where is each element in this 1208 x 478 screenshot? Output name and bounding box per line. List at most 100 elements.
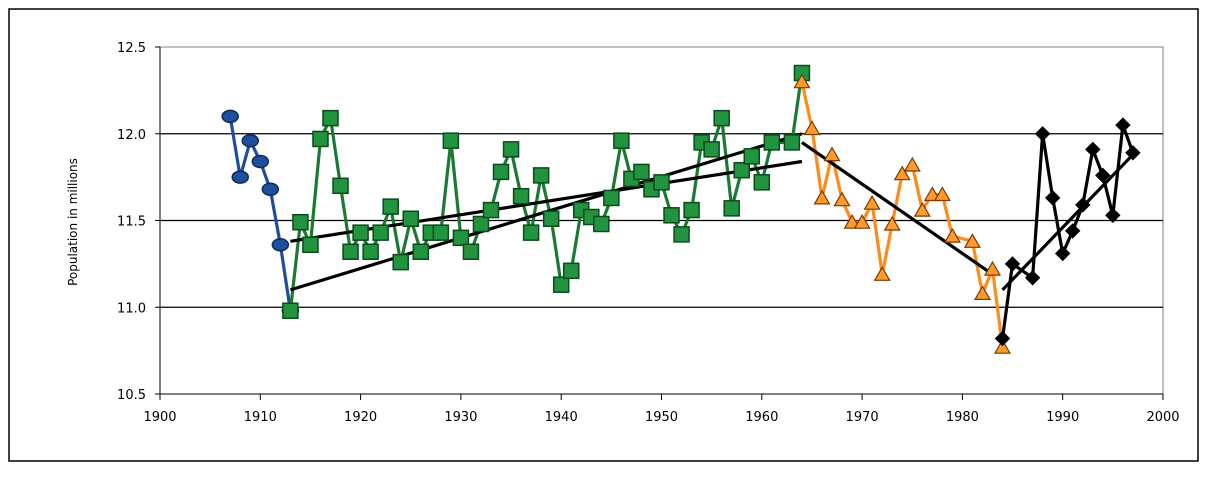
data-point-0-3 bbox=[251, 154, 270, 169]
data-point-1-4 bbox=[322, 109, 339, 127]
x-tick-label-9: 1990 bbox=[1046, 410, 1079, 425]
data-point-2-11 bbox=[903, 156, 921, 172]
x-tick-label-4: 1940 bbox=[545, 410, 578, 425]
data-point-2-2 bbox=[813, 189, 831, 205]
data-point-1-5 bbox=[332, 177, 349, 195]
data-point-3-3 bbox=[1034, 126, 1051, 142]
x-tick-label-3: 1930 bbox=[444, 410, 477, 425]
x-tick-label-8: 1980 bbox=[946, 410, 979, 425]
x-tick-label-0: 1900 bbox=[143, 410, 176, 425]
data-point-1-42 bbox=[703, 141, 720, 158]
data-point-3-5 bbox=[1054, 245, 1071, 262]
data-point-2-19 bbox=[993, 338, 1012, 354]
data-point-2-15 bbox=[943, 227, 961, 243]
data-point-1-15 bbox=[432, 224, 450, 241]
data-point-1-43 bbox=[713, 109, 730, 127]
data-point-1-35 bbox=[633, 163, 650, 181]
data-point-3-2 bbox=[1024, 270, 1041, 286]
data-point-1-3 bbox=[312, 130, 329, 148]
y-axis-label: Population in millions bbox=[66, 158, 80, 286]
data-point-1-28 bbox=[562, 262, 580, 280]
data-point-2-17 bbox=[973, 285, 992, 300]
data-point-1-47 bbox=[753, 174, 771, 191]
data-point-1-11 bbox=[392, 253, 409, 271]
data-point-3-9 bbox=[1095, 167, 1111, 184]
data-point-1-20 bbox=[482, 201, 500, 219]
data-point-1-13 bbox=[412, 243, 430, 260]
trendline-3 bbox=[1001, 153, 1135, 292]
x-tick-label-6: 1960 bbox=[745, 410, 778, 425]
data-point-3-11 bbox=[1115, 117, 1131, 133]
data-point-2-4 bbox=[833, 191, 851, 207]
data-point-1-33 bbox=[613, 132, 630, 149]
data-point-1-49 bbox=[783, 134, 801, 151]
x-tick-label-7: 1970 bbox=[846, 410, 879, 425]
x-axis-ticks: 1900 1910 1920 1930 1940 1950 1960 1970 1980 1990… bbox=[143, 394, 1180, 425]
data-point-1-6 bbox=[342, 243, 359, 260]
data-point-1-1 bbox=[292, 213, 309, 231]
data-point-1-31 bbox=[593, 215, 610, 233]
data-point-1-9 bbox=[372, 224, 389, 241]
y-tick-label-3: 12.0 bbox=[117, 128, 146, 143]
data-point-3-7 bbox=[1075, 197, 1091, 213]
data-point-3-10 bbox=[1105, 207, 1121, 224]
data-point-1-24 bbox=[522, 224, 540, 241]
trendline-2 bbox=[801, 141, 994, 276]
data-point-1-12 bbox=[402, 210, 419, 228]
data-point-3-1 bbox=[1004, 256, 1021, 272]
data-point-1-17 bbox=[452, 229, 470, 247]
data-point-1-27 bbox=[552, 276, 570, 293]
data-point-2-16 bbox=[963, 233, 981, 248]
data-point-1-19 bbox=[472, 215, 490, 233]
y-tick-label-1: 11.0 bbox=[117, 301, 146, 316]
data-point-3-0 bbox=[994, 330, 1011, 347]
data-point-2-7 bbox=[863, 194, 881, 210]
x-tick-label-2: 1920 bbox=[344, 410, 377, 425]
data-point-1-10 bbox=[382, 198, 399, 215]
data-point-1-48 bbox=[763, 134, 781, 151]
data-point-1-7 bbox=[352, 224, 369, 241]
data-point-1-32 bbox=[603, 189, 620, 207]
data-point-2-9 bbox=[883, 215, 901, 231]
data-point-3-12 bbox=[1125, 145, 1141, 161]
y-tick-label-2: 11.5 bbox=[117, 215, 146, 230]
data-point-3-6 bbox=[1064, 223, 1081, 239]
data-point-1-39 bbox=[673, 226, 690, 243]
data-point-0-5 bbox=[271, 238, 290, 252]
data-point-1-40 bbox=[683, 201, 700, 219]
x-tick-label-5: 1950 bbox=[645, 410, 678, 425]
data-point-1-37 bbox=[653, 174, 670, 191]
data-point-2-0 bbox=[793, 73, 811, 89]
data-point-1-8 bbox=[362, 243, 379, 260]
data-point-1-21 bbox=[492, 163, 510, 181]
data-point-2-18 bbox=[983, 260, 1002, 276]
data-point-0-2 bbox=[241, 133, 260, 148]
y-tick-label-0: 10.5 bbox=[117, 388, 146, 403]
data-point-1-16 bbox=[442, 132, 460, 149]
data-point-0-4 bbox=[261, 182, 280, 197]
data-point-1-26 bbox=[542, 210, 560, 228]
data-point-1-18 bbox=[462, 243, 480, 260]
data-point-1-22 bbox=[502, 141, 520, 158]
data-point-1-44 bbox=[723, 200, 740, 217]
data-point-1-38 bbox=[663, 207, 680, 224]
data-point-2-10 bbox=[893, 165, 911, 181]
data-point-2-3 bbox=[823, 146, 841, 162]
data-point-2-6 bbox=[853, 213, 871, 229]
data-point-3-4 bbox=[1044, 190, 1061, 206]
marker-layer bbox=[221, 64, 1141, 354]
data-point-1-2 bbox=[302, 236, 319, 254]
data-point-1-45 bbox=[733, 161, 750, 179]
x-tick-label-1: 1910 bbox=[244, 410, 277, 425]
data-point-1-46 bbox=[743, 148, 761, 165]
data-point-3-8 bbox=[1085, 141, 1101, 158]
x-tick-label-10: 2000 bbox=[1146, 410, 1179, 425]
y-axis-ticks: 10.5 11.0 11.5 12.0 12.5 bbox=[117, 41, 160, 403]
data-point-2-8 bbox=[873, 266, 891, 281]
data-point-1-23 bbox=[512, 187, 530, 205]
y-tick-label-4: 12.5 bbox=[117, 41, 146, 56]
data-point-1-0 bbox=[282, 302, 299, 319]
data-point-2-14 bbox=[933, 186, 951, 202]
